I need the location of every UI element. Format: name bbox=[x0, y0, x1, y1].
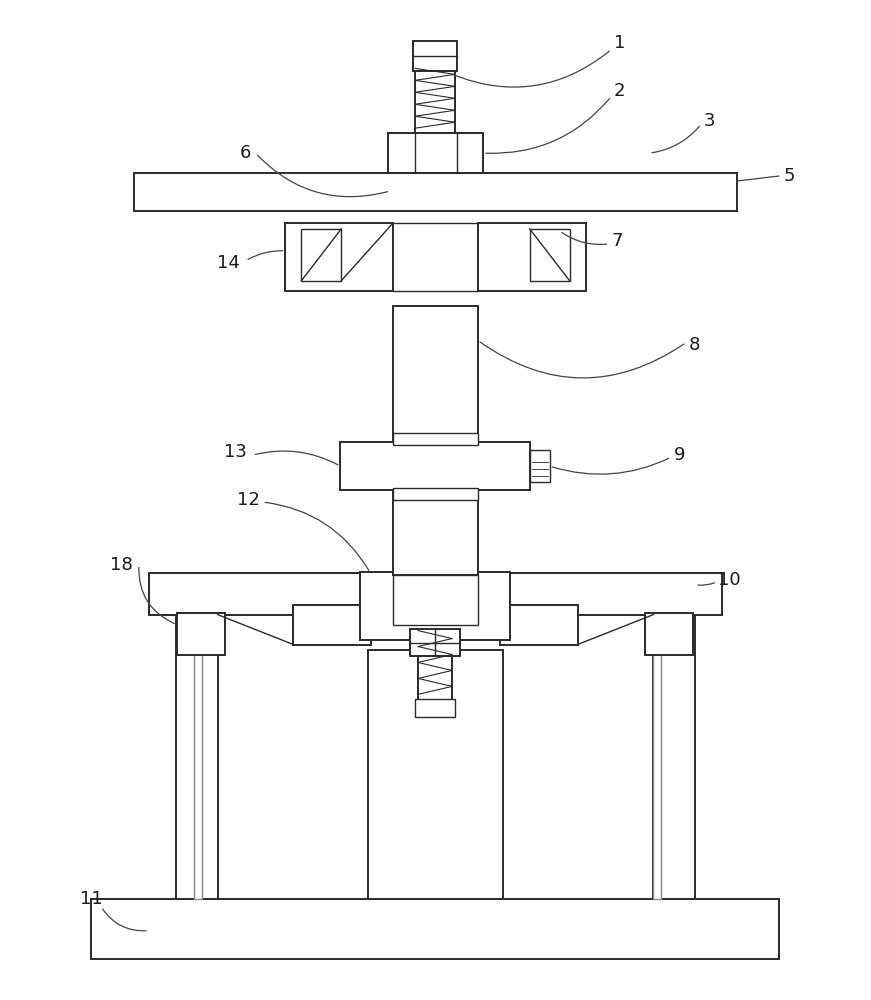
Bar bbox=[193, 610, 202, 899]
Text: 6: 6 bbox=[240, 144, 252, 162]
Text: 3: 3 bbox=[704, 112, 715, 130]
Text: 12: 12 bbox=[237, 491, 260, 509]
Bar bbox=[530, 450, 550, 482]
Bar bbox=[410, 629, 460, 656]
Bar bbox=[478, 223, 585, 291]
Text: 2: 2 bbox=[614, 82, 625, 100]
Bar bbox=[149, 573, 722, 615]
Bar bbox=[393, 575, 478, 625]
Text: 7: 7 bbox=[611, 232, 623, 250]
Bar bbox=[500, 605, 577, 645]
Bar bbox=[530, 229, 570, 281]
Text: 18: 18 bbox=[110, 556, 132, 574]
Bar bbox=[134, 173, 737, 211]
Bar bbox=[91, 899, 779, 959]
Bar bbox=[653, 610, 661, 899]
Bar bbox=[368, 650, 503, 899]
Text: 1: 1 bbox=[614, 34, 625, 52]
Bar bbox=[415, 699, 455, 717]
Bar bbox=[341, 442, 530, 490]
Text: 5: 5 bbox=[783, 167, 794, 185]
Text: 11: 11 bbox=[80, 890, 103, 908]
Text: 9: 9 bbox=[673, 446, 685, 464]
Text: 10: 10 bbox=[718, 571, 740, 589]
Bar bbox=[176, 610, 218, 899]
Bar bbox=[393, 488, 478, 500]
Bar bbox=[286, 223, 393, 291]
Text: 13: 13 bbox=[224, 443, 247, 461]
Bar bbox=[294, 605, 371, 645]
Bar bbox=[393, 433, 478, 445]
Bar bbox=[393, 306, 478, 575]
Bar bbox=[413, 41, 457, 71]
Text: 8: 8 bbox=[688, 336, 700, 354]
Text: 14: 14 bbox=[217, 254, 240, 272]
Bar bbox=[361, 572, 510, 640]
Bar bbox=[653, 610, 695, 899]
Bar bbox=[388, 133, 483, 173]
Bar bbox=[177, 613, 225, 655]
Bar bbox=[645, 613, 693, 655]
Bar bbox=[301, 229, 341, 281]
